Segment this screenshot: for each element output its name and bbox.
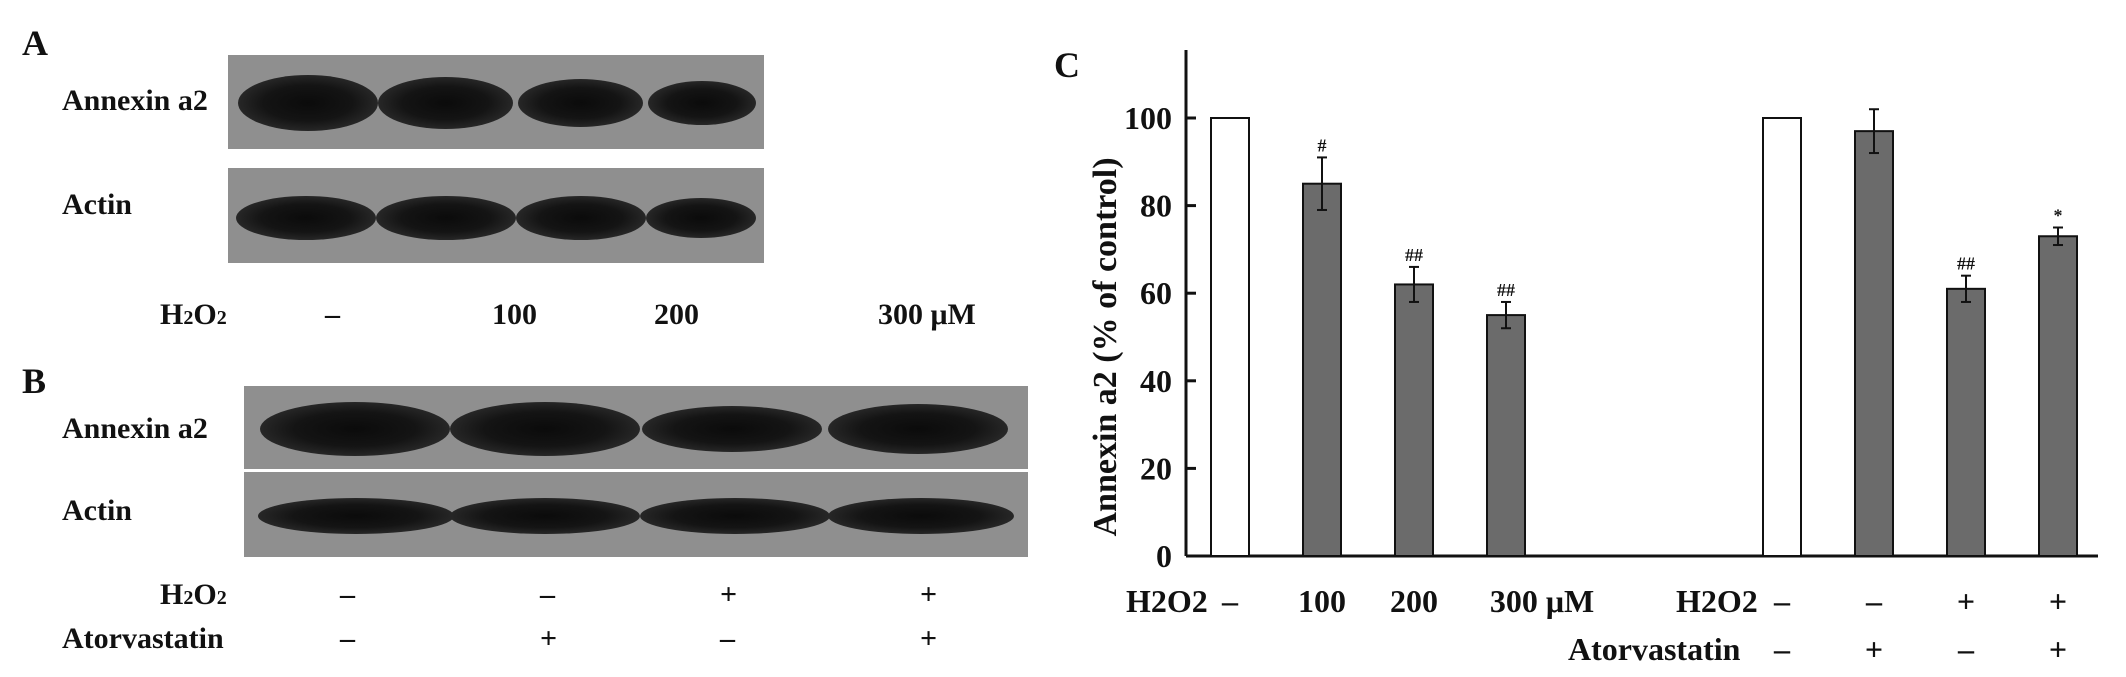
y-tick-label: 40 bbox=[1140, 363, 1172, 399]
panel-b-atorvastatin-label: Atorvastatin bbox=[62, 622, 224, 655]
panel-c-letter: C bbox=[1054, 45, 1080, 85]
panel-b-h2o2-label: H2O2 bbox=[160, 578, 227, 611]
blot-band bbox=[516, 196, 646, 240]
panel-a-annexin-blot bbox=[228, 55, 764, 149]
significance-annotation: # bbox=[1318, 135, 1327, 155]
y-tick-label: 80 bbox=[1140, 188, 1172, 224]
y-tick-label: 100 bbox=[1124, 100, 1172, 136]
chart-atorvastatin-label: Atorvastatin bbox=[1568, 631, 1741, 667]
panel-b-annexin-blot bbox=[244, 386, 1028, 469]
bar bbox=[1210, 117, 1250, 557]
panel-b-actin-label: Actin bbox=[62, 494, 132, 527]
y-tick-label: 20 bbox=[1140, 450, 1172, 486]
panel-b-annexin-label: Annexin a2 bbox=[62, 412, 208, 445]
panel-a-h2o2-label: H2O2 bbox=[160, 298, 227, 331]
blot-band bbox=[236, 196, 376, 240]
y-tick-label: 0 bbox=[1156, 538, 1172, 574]
blot-band bbox=[640, 498, 830, 534]
blot-band bbox=[258, 498, 454, 534]
bar bbox=[1946, 287, 1986, 557]
panel-b-letter: B bbox=[22, 361, 47, 401]
panel-a-lane-2: 100 bbox=[492, 298, 537, 331]
bar bbox=[1302, 182, 1342, 557]
blot-band bbox=[828, 498, 1014, 534]
bar bbox=[1486, 314, 1526, 557]
bar bbox=[1394, 283, 1434, 557]
x-tick-label: 200 bbox=[1390, 583, 1438, 619]
panel-a-actin-label: Actin bbox=[62, 188, 132, 221]
panel-a-letter: A bbox=[22, 23, 48, 63]
panel-a-lane-4: 300 μM bbox=[878, 298, 976, 331]
x-tick-label: + bbox=[1865, 631, 1883, 667]
bar bbox=[1854, 130, 1894, 557]
panel-b-h2o2-lane-1: – bbox=[340, 578, 355, 611]
panel-a-lane-3: 200 bbox=[654, 298, 699, 331]
panel-b-h2o2-lane-4: + bbox=[920, 578, 938, 611]
y-axis-title: Annexin a2 (% of control) bbox=[1087, 157, 1124, 536]
blot-band bbox=[646, 198, 756, 238]
significance-annotation: ## bbox=[1957, 254, 1975, 274]
blot-band bbox=[518, 79, 643, 127]
panel-b-h2o2-lane-3: + bbox=[720, 578, 738, 611]
blot-band bbox=[828, 404, 1008, 454]
x-tick-label: 100 bbox=[1298, 583, 1346, 619]
chart-labels: Annexin a2 (% of control)#######*H2O2–10… bbox=[1087, 135, 2067, 667]
x-tick-label: – bbox=[1773, 631, 1791, 667]
chart-h2o2-label: H2O2 bbox=[1126, 583, 1208, 619]
blot-band bbox=[642, 406, 822, 452]
blot-band bbox=[450, 402, 640, 456]
panel-a-annexin-label: Annexin a2 bbox=[62, 84, 208, 117]
bar bbox=[1762, 117, 1802, 557]
x-tick-label: + bbox=[1957, 583, 1975, 619]
bar bbox=[2038, 235, 2078, 557]
blot-band bbox=[376, 196, 516, 240]
blot-band bbox=[450, 498, 640, 534]
chart-h2o2-label: H2O2 bbox=[1676, 583, 1758, 619]
significance-annotation: ## bbox=[1497, 280, 1515, 300]
significance-annotation: ## bbox=[1405, 245, 1423, 265]
blot-band bbox=[260, 402, 450, 456]
x-tick-label: – bbox=[1773, 583, 1791, 619]
panel-a-actin-blot bbox=[228, 168, 764, 263]
panel-b-actin-blot bbox=[244, 472, 1028, 557]
x-tick-label: – bbox=[1957, 631, 1975, 667]
panel-a-lane-1: – bbox=[325, 298, 340, 331]
panel-b-h2o2-lane-2: – bbox=[540, 578, 555, 611]
panel-b-ator-lane-1: – bbox=[340, 622, 355, 655]
significance-annotation: * bbox=[2054, 206, 2063, 226]
x-tick-label: – bbox=[1865, 583, 1883, 619]
blot-band bbox=[378, 77, 513, 129]
panel-b-ator-lane-2: + bbox=[540, 622, 558, 655]
x-tick-label: + bbox=[2049, 631, 2067, 667]
x-tick-label: – bbox=[1221, 583, 1239, 619]
panel-b-ator-lane-3: – bbox=[720, 622, 735, 655]
blot-band bbox=[238, 75, 378, 131]
y-tick-label: 60 bbox=[1140, 275, 1172, 311]
panel-b-ator-lane-4: + bbox=[920, 622, 938, 655]
chart-bars bbox=[1210, 108, 2078, 557]
blot-band bbox=[648, 81, 756, 125]
x-tick-label: + bbox=[2049, 583, 2067, 619]
x-tick-label: 300 μM bbox=[1490, 583, 1594, 619]
